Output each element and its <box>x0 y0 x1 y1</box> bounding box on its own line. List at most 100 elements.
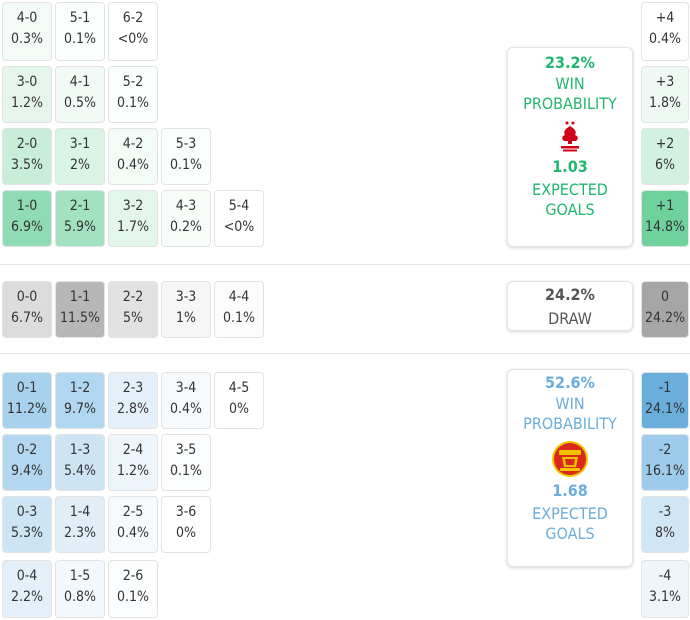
scoreline-cell-4-1: 4-1 0.5% <box>55 66 105 123</box>
scoreline-label: 5-3 <box>175 136 197 152</box>
scoreline-label: 5-1 <box>69 10 91 26</box>
scoreline-prob: 0% <box>176 525 196 541</box>
scoreline-label: 4-2 <box>122 136 144 152</box>
goal-margin-prob: 14.8% <box>644 219 685 235</box>
away-expected-goals: 1.68 <box>552 481 588 500</box>
home-win-probability: 23.2% <box>545 53 595 72</box>
goal-margin-cell-minus-1: -1 24.1% <box>641 372 689 429</box>
scoreline-cell-4-3: 4-3 0.2% <box>161 190 211 247</box>
scoreline-label: 1-3 <box>69 442 91 458</box>
scoreline-cell-5-1: 5-1 0.1% <box>55 2 105 61</box>
scoreline-cell-3-6: 3-6 0% <box>161 496 211 553</box>
scoreline-prob: 0.2% <box>170 219 202 235</box>
scoreline-label: 1-2 <box>69 380 91 396</box>
scoreline-prob: 0.4% <box>170 401 202 417</box>
scoreline-cell-2-2: 2-2 5% <box>108 281 158 338</box>
away-win-probability-label: WIN PROBABILITY <box>523 394 617 433</box>
scoreline-cell-3-1: 3-1 2% <box>55 128 105 185</box>
scoreline-cell-0-3: 0-3 5.3% <box>2 496 52 553</box>
scoreline-cell-1-5: 1-5 0.8% <box>55 560 105 618</box>
scoreline-cell-5-3: 5-3 0.1% <box>161 128 211 185</box>
scoreline-prob: 0.1% <box>170 157 202 173</box>
scoreline-label: 1-5 <box>69 568 91 584</box>
scoreline-label: 1-1 <box>69 289 91 305</box>
scoreline-prob: 3.5% <box>11 157 43 173</box>
scoreline-cell-2-0: 2-0 3.5% <box>2 128 52 185</box>
scoreline-prob: 2.8% <box>117 401 149 417</box>
scoreline-label: 5-4 <box>228 198 250 214</box>
goal-margin-prob: 3.1% <box>649 589 681 605</box>
scoreline-prob: 0.1% <box>170 463 202 479</box>
scoreline-cell-3-0: 3-0 1.2% <box>2 66 52 123</box>
scoreline-prob: 0.5% <box>64 95 96 111</box>
scoreline-label: 3-0 <box>16 74 38 90</box>
goal-margin-prob: 0.4% <box>649 31 681 47</box>
scoreline-label: 0-2 <box>16 442 38 458</box>
scoreline-cell-2-3: 2-3 2.8% <box>108 372 158 429</box>
goal-margin-label: +3 <box>655 74 675 90</box>
goal-margin-prob: 6% <box>655 157 675 173</box>
scoreline-prob: 6.7% <box>11 310 43 326</box>
scoreline-prob: 1.2% <box>117 463 149 479</box>
home-summary-card: 23.2% WIN PROBABILITY 1.03 EXPECTED GOAL… <box>507 47 633 247</box>
scoreline-cell-0-1: 0-1 11.2% <box>2 372 52 429</box>
goal-margin-prob: 24.2% <box>644 310 685 326</box>
goal-margin-cell-minus-3: -3 8% <box>641 496 689 553</box>
scoreline-cell-1-2: 1-2 9.7% <box>55 372 105 429</box>
goal-margin-prob: 8% <box>655 525 675 541</box>
scoreline-prob: 0.4% <box>117 525 149 541</box>
scoreline-cell-1-4: 1-4 2.3% <box>55 496 105 553</box>
scoreline-prob: 0.8% <box>64 589 96 605</box>
scoreline-cell-1-1: 1-1 11.5% <box>55 281 105 338</box>
scoreline-cell-2-4: 2-4 1.2% <box>108 434 158 491</box>
scoreline-prob: 0.1% <box>117 589 149 605</box>
goal-margin-label: 0 <box>660 289 669 305</box>
scoreline-prob: 0.1% <box>117 95 149 111</box>
scoreline-label: 2-1 <box>69 198 91 214</box>
scoreline-cell-3-4: 3-4 0.4% <box>161 372 211 429</box>
scoreline-prob: 1.7% <box>117 219 149 235</box>
away-summary-card: 52.6% WIN PROBABILITY 1.68 EXPECTED GOAL… <box>507 369 633 567</box>
scoreline-prob: 5.9% <box>64 219 96 235</box>
scoreline-cell-3-2: 3-2 1.7% <box>108 190 158 247</box>
scoreline-prob: <0% <box>223 219 255 235</box>
goal-margin-label: +1 <box>655 198 675 214</box>
scoreline-label: 0-0 <box>16 289 38 305</box>
scoreline-cell-3-5: 3-5 0.1% <box>161 434 211 491</box>
draw-summary-card: 24.2% DRAW <box>507 281 633 331</box>
scoreline-prob: 5.4% <box>64 463 96 479</box>
scoreline-label: 3-6 <box>175 504 197 520</box>
scoreline-prob: 5.3% <box>11 525 43 541</box>
draw-label: DRAW <box>548 309 592 328</box>
scoreline-label: 3-3 <box>175 289 197 305</box>
scoreline-cell-4-2: 4-2 0.4% <box>108 128 158 185</box>
scoreline-label: 1-0 <box>16 198 38 214</box>
goal-margin-cell-minus-4: -4 3.1% <box>641 560 689 618</box>
goal-margin-cell-0: 0 24.2% <box>641 281 689 338</box>
goal-margin-cell-plus-4: +4 0.4% <box>641 2 689 61</box>
scoreline-prob: 6.9% <box>11 219 43 235</box>
scoreline-prob: 1% <box>176 310 196 326</box>
scoreline-label: 4-4 <box>228 289 250 305</box>
scoreline-label: 3-2 <box>122 198 144 214</box>
goal-margin-label: -1 <box>658 380 672 396</box>
scoreline-prob: 0.1% <box>223 310 255 326</box>
scoreline-label: 3-4 <box>175 380 197 396</box>
scoreline-cell-0-4: 0-4 2.2% <box>2 560 52 618</box>
scoreline-label: 4-1 <box>69 74 91 90</box>
scoreline-label: 1-4 <box>69 504 91 520</box>
scoreline-prob: 1.2% <box>11 95 43 111</box>
scoreline-cell-2-5: 2-5 0.4% <box>108 496 158 553</box>
scoreline-prob: 0.3% <box>11 31 43 47</box>
scoreline-label: 0-1 <box>16 380 38 396</box>
manchester-united-crest-icon <box>552 441 588 477</box>
away-expected-goals-label: EXPECTED GOALS <box>532 504 608 543</box>
scoreline-prob: 0.4% <box>117 157 149 173</box>
away-win-probability: 52.6% <box>545 373 595 392</box>
goal-margin-label: -2 <box>658 442 672 458</box>
nottingham-forest-crest-icon <box>561 121 579 152</box>
goal-margin-cell-plus-2: +2 6% <box>641 128 689 185</box>
scoreline-prob: <0% <box>117 31 149 47</box>
scoreline-cell-4-0: 4-0 0.3% <box>2 2 52 61</box>
scoreline-prob: 2% <box>70 157 90 173</box>
